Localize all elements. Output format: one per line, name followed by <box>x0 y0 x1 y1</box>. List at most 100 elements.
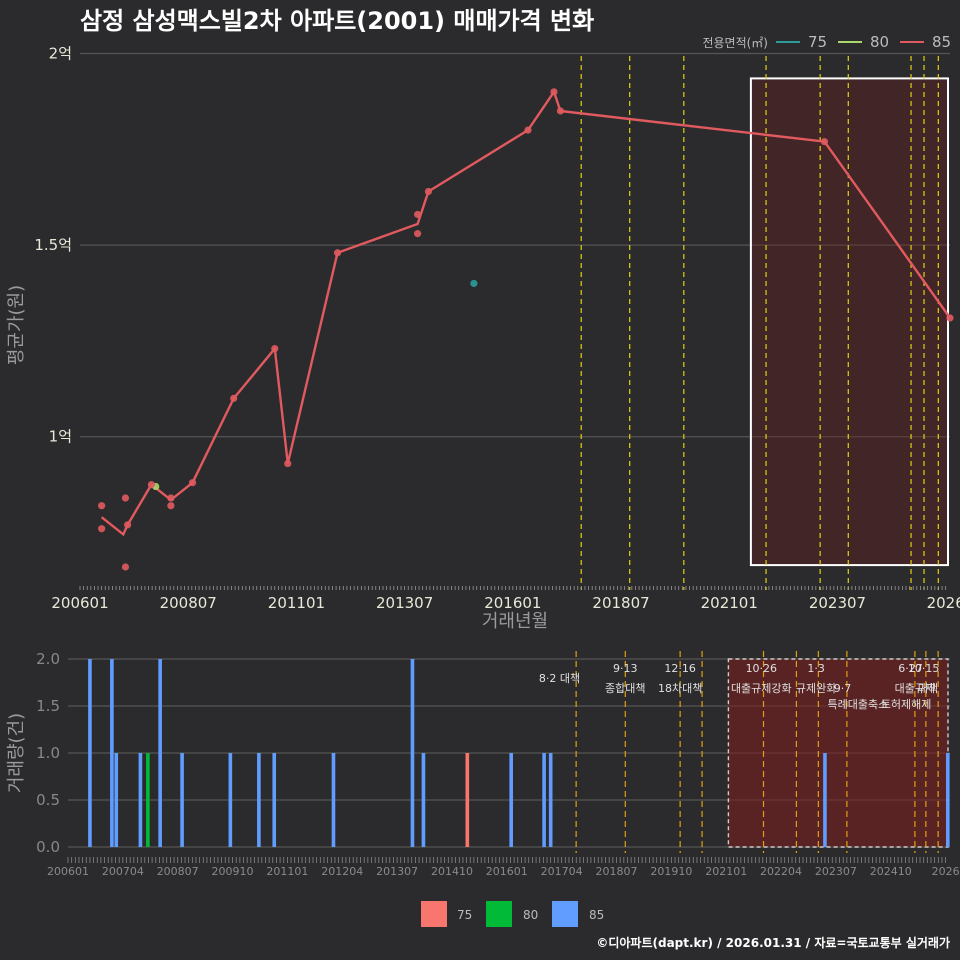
annotation-10: 특례대출축소 <box>827 698 888 711</box>
point-85-19 <box>820 138 829 146</box>
bar-85-5 <box>158 659 162 847</box>
point-85-0 <box>98 502 106 510</box>
bottom-x-tick-label-1: 200704 <box>102 865 144 878</box>
top-legend: 전용면적(㎡) 75 80 85 <box>702 33 951 51</box>
bottom-y-tick-label-2: 1.0 <box>36 744 60 762</box>
bar-80-4 <box>146 753 150 847</box>
point-85-17 <box>550 88 558 96</box>
bottom-x-tick-label-11: 201910 <box>650 865 692 878</box>
bottom-y-tick-label-4: 2.0 <box>36 650 60 668</box>
bottom-annotations: 8·2 대책 9·13 종합대책 12·16 18차대책 10·26 대출규제강화 1·3 규제… <box>539 662 940 711</box>
point-85-8 <box>188 479 197 487</box>
bar-85-2 <box>114 753 119 847</box>
bar-85-17 <box>823 753 827 847</box>
top-series-points <box>98 88 954 571</box>
point-85-12 <box>333 249 342 257</box>
bar-85-1 <box>110 659 114 847</box>
top-x-tick-label-8: 2026 <box>927 594 960 612</box>
bottom-x-tick-label-12: 202101 <box>705 865 747 878</box>
footer-credit: ©디아파트(dapt.kr) / 2026.01.31 / 자료=국토교통부 실… <box>596 935 950 950</box>
chart-title: 삼정 삼성맥스빌2차 아파트(2001) 매매가격 변화 <box>80 7 594 35</box>
annotation-15: 대책 <box>918 682 938 695</box>
point-85-14 <box>414 230 422 238</box>
bottom-x-tick-label-8: 201601 <box>486 865 528 878</box>
point-85-15 <box>424 187 433 196</box>
bar-85-8 <box>257 753 261 847</box>
bottom-x-tick-label-14: 202307 <box>815 865 857 878</box>
bottom-legend-label-75: 75 <box>457 908 472 922</box>
bottom-policy-lines <box>575 651 939 853</box>
point-85-4 <box>124 521 132 529</box>
top-gridlines <box>80 52 950 438</box>
annotation-6: 대출규제강화 <box>731 682 792 695</box>
top-x-axis-label: 거래년월 <box>482 611 548 632</box>
bar-85-11 <box>410 659 415 847</box>
top-x-tick-labels: 200601 200807 201101 201307 201601 201807 2021… <box>51 594 960 612</box>
annotation-5: 10·26 <box>746 662 778 675</box>
legend-swatch-85 <box>552 901 578 927</box>
bottom-x-tick-label-13: 202204 <box>760 865 802 878</box>
top-y-tick-labels: 1억 1.5억 2억 <box>34 44 72 445</box>
point-85-10 <box>271 344 279 353</box>
bar-85-15 <box>542 753 546 847</box>
bottom-y-tick-label-1: 0.5 <box>36 791 60 809</box>
annotation-9: 9·7 <box>834 682 852 695</box>
bottom-legend-label-85: 85 <box>589 908 604 922</box>
point-85-1 <box>98 525 106 533</box>
bottom-x-tick-label-16: 2026 <box>932 865 960 878</box>
bar-85-0 <box>88 659 92 847</box>
top-x-tick-label-5: 201807 <box>592 594 649 612</box>
annotation-7: 1·3 <box>807 662 825 675</box>
annotation-0: 8·2 대책 <box>539 672 580 685</box>
point-85-9 <box>230 394 238 402</box>
bar-85-9 <box>272 753 277 847</box>
bar-85-6 <box>180 753 184 847</box>
bottom-highlight-region <box>727 658 949 848</box>
point-85-6 <box>167 494 175 502</box>
legend-label-85: 85 <box>932 33 951 51</box>
top-highlight-box <box>749 77 949 567</box>
bar-85-3 <box>138 753 143 847</box>
bottom-y-tick-label-0: 0.0 <box>36 838 60 856</box>
annotation-12: 6·27 <box>898 662 923 675</box>
top-x-tick-label-2: 201101 <box>268 594 325 612</box>
bottom-bars <box>88 659 950 847</box>
bottom-x-tick-label-7: 201410 <box>431 865 473 878</box>
point-85-3 <box>121 563 130 571</box>
annotation-4: 18차대책 <box>658 682 702 695</box>
legend-swatch-75 <box>421 901 447 927</box>
bottom-x-tick-label-5: 201204 <box>321 865 363 878</box>
top-x-tick-label-1: 200807 <box>160 594 217 612</box>
bottom-x-tick-label-0: 200601 <box>47 865 89 878</box>
annotation-14: 대출규제 <box>895 682 935 695</box>
bar-85-10 <box>331 753 336 847</box>
point-75-0 <box>470 279 478 288</box>
bottom-y-axis-label: 거래량(건) <box>6 713 27 793</box>
point-85-16 <box>524 126 532 134</box>
top-y-tick-label-0: 1억 <box>49 428 72 446</box>
annotation-8: 규제완화 <box>796 682 836 695</box>
annotation-13: 10·15 <box>908 662 940 675</box>
bottom-legend-label-80: 80 <box>523 908 538 922</box>
bar-85-7 <box>228 753 233 847</box>
bottom-x-tick-label-15: 202410 <box>870 865 912 878</box>
annotation-1: 9·13 <box>613 662 638 675</box>
top-x-tick-label-7: 202307 <box>809 594 866 612</box>
bottom-legend: 75 80 85 <box>421 901 604 927</box>
bar-85-16 <box>548 753 553 847</box>
legend-label-80: 80 <box>870 33 889 51</box>
bottom-highlight-box <box>727 658 949 848</box>
top-y-axis-label: 평균가(원) <box>6 285 27 365</box>
bottom-y-tick-labels: 0.0 0.5 1.0 1.5 2.0 <box>36 650 60 856</box>
point-85-18 <box>556 107 565 115</box>
bottom-x-tick-label-3: 200910 <box>212 865 254 878</box>
point-85-20 <box>946 314 954 322</box>
bar-85-12 <box>421 753 426 847</box>
legend-swatch-80 <box>486 901 512 927</box>
point-85-7 <box>167 502 175 510</box>
point-85-5 <box>147 481 156 489</box>
point-85-11 <box>284 459 292 468</box>
annotation-11: 토허제해제 <box>881 697 932 711</box>
point-85-2 <box>121 494 130 502</box>
